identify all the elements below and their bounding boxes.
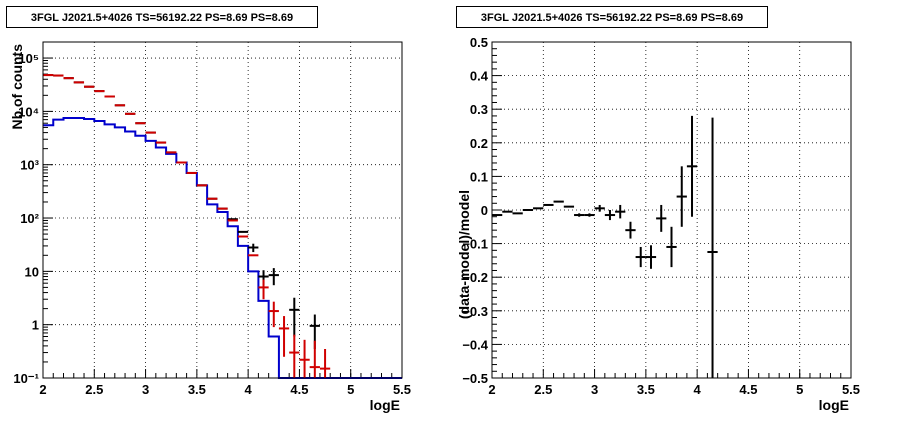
x-tick-label: 4.5: [739, 382, 757, 397]
x-tick-label: 4: [694, 382, 702, 397]
counts-panel: 3FGL J2021.5+4026 TS=56192.22 PS=8.69 PS…: [6, 6, 411, 413]
y-tick-label: 1: [32, 318, 39, 333]
residual-chart-title: 3FGL J2021.5+4026 TS=56192.22 PS=8.69 PS…: [456, 6, 768, 28]
y-tick-label: 10⁵: [18, 51, 39, 66]
x-tick-label: 2: [39, 382, 46, 397]
y-tick-label: 0.3: [470, 102, 488, 117]
x-tick-label: 5: [347, 382, 354, 397]
y-tick-label: 0: [481, 203, 488, 218]
x-tick-label: 4.5: [290, 382, 308, 397]
counts-chart-title: 3FGL J2021.5+4026 TS=56192.22 PS=8.69 PS…: [6, 6, 318, 28]
x-tick-label: 5: [796, 382, 803, 397]
plot-frame: [491, 41, 852, 379]
x-tick-label: 3: [142, 382, 149, 397]
y-tick-label: 10: [25, 264, 39, 279]
y-tick-label: 0.4: [470, 69, 489, 84]
x-tick-label: 3.5: [188, 382, 206, 397]
y-tick-label: −0.4: [462, 337, 488, 352]
x-tick-label: 2.5: [534, 382, 552, 397]
x-tick-label: 2: [488, 382, 495, 397]
x-tick-label: 4: [245, 382, 253, 397]
y-tick-label: 10⁻¹: [13, 371, 39, 386]
x-tick-label: 3.5: [637, 382, 655, 397]
y-axis-title: Nb of counts: [9, 44, 25, 130]
y-tick-label: −0.2: [462, 270, 488, 285]
y-tick-label: −0.5: [462, 371, 488, 386]
y-tick-label: −0.1: [462, 237, 488, 252]
counts-chart: 2 2.5 3 3.5 4 4.5 5 5.5 10⁻¹ 1 10 10² 10³ 10⁴ 10⁵ logE N…: [9, 41, 411, 413]
y-tick-label: 0.1: [470, 169, 488, 184]
plot-frame: [42, 41, 403, 379]
plot-area: [43, 42, 402, 378]
x-axis-title: logE: [819, 397, 849, 413]
y-tick-label: 10²: [20, 211, 39, 226]
y-tick-label: 0.2: [470, 136, 488, 151]
x-axis-title: logE: [370, 397, 400, 413]
residual-panel: 3FGL J2021.5+4026 TS=56192.22 PS=8.69 PS…: [449, 0, 898, 421]
y-tick-label: 0.5: [470, 35, 488, 50]
x-tick-label: 5.5: [393, 382, 411, 397]
x-tick-label: 2.5: [85, 382, 103, 397]
plot-area: [492, 42, 851, 378]
residual-chart: 2 2.5 3 3.5 4 4.5 5 5.5 −0.5 −0.4 −0.3 −0.2 −0.1 0 0.1…: [456, 35, 860, 413]
y-tick-label: 10⁴: [18, 104, 39, 119]
y-axis-title: (data-model)/model: [456, 190, 472, 319]
y-tick-label: 10³: [20, 158, 39, 173]
y-tick-label: −0.3: [462, 304, 488, 319]
x-tick-label: 3: [591, 382, 598, 397]
x-tick-label: 5.5: [842, 382, 860, 397]
